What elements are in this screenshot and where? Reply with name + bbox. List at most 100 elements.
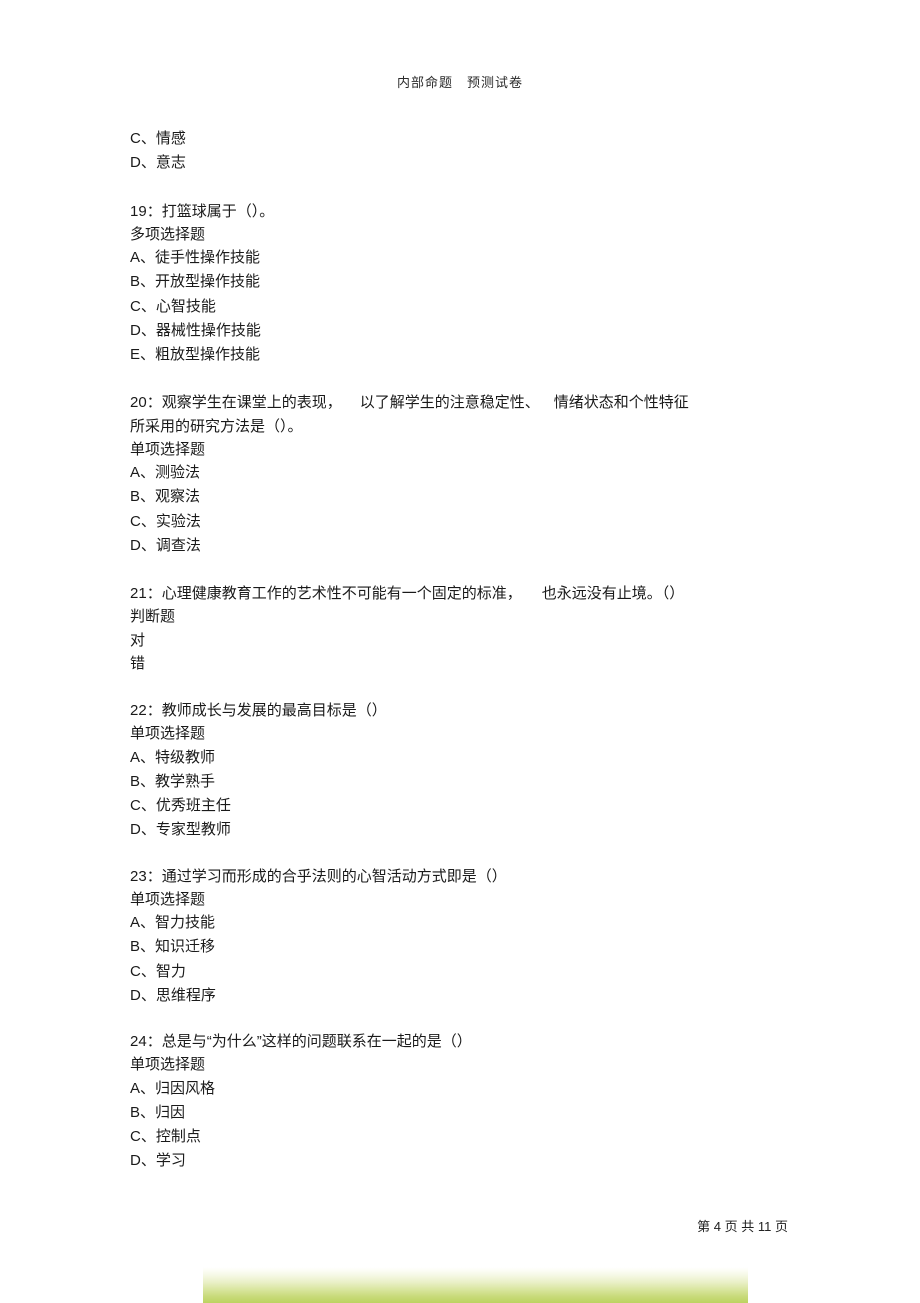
option-letter: D bbox=[130, 821, 141, 838]
option-letter: D bbox=[130, 322, 141, 339]
option-text: 智力技能 bbox=[155, 914, 215, 931]
question-text-seg: 心理健康教育工作的艺术性不可能有一个固定的标准， bbox=[162, 585, 522, 602]
option-text: 控制点 bbox=[156, 1128, 201, 1145]
option-text: 教学熟手 bbox=[155, 773, 215, 790]
option-letter: C bbox=[130, 513, 141, 530]
option-sep: 、 bbox=[141, 514, 156, 530]
bottom-gradient-decor bbox=[203, 1267, 748, 1303]
option-sep: 、 bbox=[140, 1081, 155, 1097]
option-letter: D bbox=[130, 1152, 141, 1169]
option-line: A、归因风格 bbox=[130, 1077, 790, 1101]
option-text: 意志 bbox=[156, 154, 186, 171]
header-right: 预测试卷 bbox=[467, 75, 523, 90]
question-title: 21：心理健康教育工作的艺术性不可能有一个固定的标准，也永远没有止境。（） bbox=[130, 582, 790, 605]
option-text: 粗放型操作技能 bbox=[155, 346, 260, 363]
option-text: 器械性操作技能 bbox=[156, 322, 261, 339]
option-text: 思维程序 bbox=[156, 987, 216, 1004]
option-text: 知识迁移 bbox=[155, 938, 215, 955]
question-text-seg: 情绪状态和个性特征 bbox=[554, 394, 689, 411]
question-colon: ： bbox=[147, 1033, 162, 1050]
question-text-seg: 观察学生在课堂上的表现， bbox=[162, 394, 342, 411]
option-sep: 、 bbox=[141, 1153, 156, 1169]
question-24: 24：总是与“为什么”这样的问题联系在一起的是（） 单项选择题 A、归因风格 B… bbox=[130, 1030, 790, 1174]
question-colon: ： bbox=[147, 394, 162, 411]
option-letter: C bbox=[130, 298, 141, 315]
question-title: 19：打篮球属于（）。 bbox=[130, 200, 790, 223]
option-text: 专家型教师 bbox=[156, 821, 231, 838]
option-letter: B bbox=[130, 773, 140, 790]
question-colon: ： bbox=[147, 203, 162, 220]
option-letter: C bbox=[130, 130, 141, 147]
option-sep: 、 bbox=[141, 988, 156, 1004]
option-letter: D bbox=[130, 987, 141, 1004]
option-line: A、智力技能 bbox=[130, 911, 790, 935]
question-text: 总是与“为什么”这样的问题联系在一起的是（） bbox=[162, 1033, 472, 1050]
option-line: B、开放型操作技能 bbox=[130, 270, 790, 294]
option-sep: 、 bbox=[140, 1105, 155, 1121]
option-text: 错 bbox=[130, 655, 145, 672]
option-letter: B bbox=[130, 273, 140, 290]
option-sep: 、 bbox=[141, 155, 156, 171]
question-colon: ： bbox=[147, 702, 162, 719]
option-line: D、专家型教师 bbox=[130, 818, 790, 842]
option-sep: 、 bbox=[141, 299, 156, 315]
footer-page-total: 11 bbox=[758, 1219, 772, 1234]
question-title: 20：观察学生在课堂上的表现，以了解学生的注意稳定性、情绪状态和个性特征 bbox=[130, 391, 790, 414]
option-text: 特级教师 bbox=[155, 749, 215, 766]
question-number: 23 bbox=[130, 868, 147, 885]
option-letter: A bbox=[130, 749, 140, 766]
option-letter: A bbox=[130, 249, 140, 266]
question-text-seg: 也永远没有止境。（） bbox=[542, 585, 685, 602]
option-letter: B bbox=[130, 488, 140, 505]
option-text: 心智技能 bbox=[156, 298, 216, 315]
page: 内部命题预测试卷 C、情感 D、意志 19：打篮球属于（）。 多项选择题 A、徒… bbox=[0, 0, 920, 1303]
option-line: C、情感 bbox=[130, 127, 790, 151]
question-colon: ： bbox=[147, 868, 162, 885]
option-line: A、特级教师 bbox=[130, 746, 790, 770]
option-text: 学习 bbox=[156, 1152, 186, 1169]
option-text: 对 bbox=[130, 632, 145, 649]
option-letter: B bbox=[130, 1104, 140, 1121]
option-line: D、思维程序 bbox=[130, 984, 790, 1008]
option-line: D、调查法 bbox=[130, 534, 790, 558]
question-title-line2: 所采用的研究方法是（）。 bbox=[130, 415, 790, 438]
option-letter: C bbox=[130, 963, 141, 980]
option-line: D、器械性操作技能 bbox=[130, 319, 790, 343]
question-18-tail: C、情感 D、意志 bbox=[130, 127, 790, 176]
option-sep: 、 bbox=[140, 274, 155, 290]
question-type: 单项选择题 bbox=[130, 438, 790, 461]
option-text: 归因 bbox=[155, 1104, 185, 1121]
question-type: 单项选择题 bbox=[130, 1053, 790, 1076]
option-sep: 、 bbox=[140, 347, 155, 363]
option-line: C、控制点 bbox=[130, 1125, 790, 1149]
option-sep: 、 bbox=[140, 774, 155, 790]
page-footer: 第 4 页 共 11 页 bbox=[697, 1216, 788, 1235]
option-text: 优秀班主任 bbox=[156, 797, 231, 814]
option-sep: 、 bbox=[140, 939, 155, 955]
option-letter: A bbox=[130, 464, 140, 481]
question-19: 19：打篮球属于（）。 多项选择题 A、徒手性操作技能 B、开放型操作技能 C、… bbox=[130, 200, 790, 368]
option-line: B、教学熟手 bbox=[130, 770, 790, 794]
option-letter: C bbox=[130, 1128, 141, 1145]
option-text: 徒手性操作技能 bbox=[155, 249, 260, 266]
option-letter: D bbox=[130, 537, 141, 554]
option-line: C、优秀班主任 bbox=[130, 794, 790, 818]
header-left: 内部命题 bbox=[397, 75, 453, 90]
option-line: A、测验法 bbox=[130, 461, 790, 485]
option-letter: B bbox=[130, 938, 140, 955]
question-title: 22：教师成长与发展的最高目标是（） bbox=[130, 699, 790, 722]
option-text: 归因风格 bbox=[155, 1080, 215, 1097]
footer-prefix: 第 bbox=[697, 1219, 714, 1234]
option-letter: A bbox=[130, 914, 140, 931]
question-21: 21：心理健康教育工作的艺术性不可能有一个固定的标准，也永远没有止境。（） 判断… bbox=[130, 582, 790, 675]
option-sep: 、 bbox=[141, 131, 156, 147]
option-letter: C bbox=[130, 797, 141, 814]
option-text: 测验法 bbox=[155, 464, 200, 481]
option-line: B、观察法 bbox=[130, 485, 790, 509]
question-23: 23：通过学习而形成的合乎法则的心智活动方式即是（） 单项选择题 A、智力技能 … bbox=[130, 865, 790, 1009]
option-sep: 、 bbox=[141, 964, 156, 980]
option-sep: 、 bbox=[140, 489, 155, 505]
option-letter: D bbox=[130, 154, 141, 171]
question-number: 20 bbox=[130, 394, 147, 411]
option-line: C、实验法 bbox=[130, 510, 790, 534]
